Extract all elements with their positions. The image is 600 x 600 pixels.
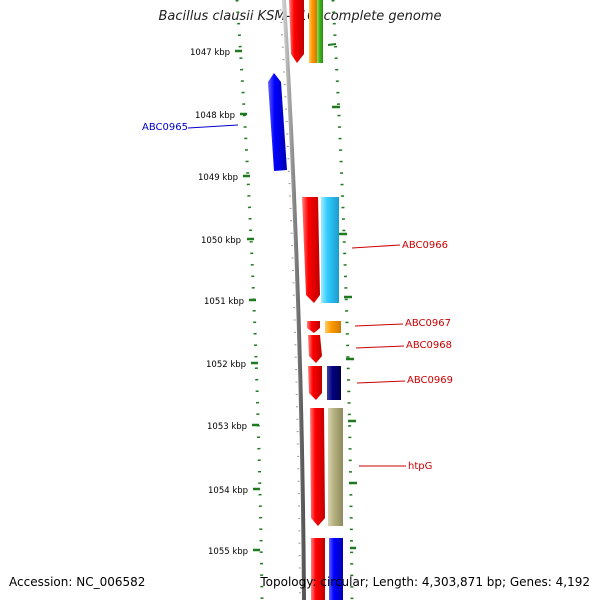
gene-label-abc0968[interactable]: ABC0968	[355, 340, 452, 351]
kbp-tick-dashes	[235, 49, 260, 552]
cds-forward-top	[289, 0, 304, 63]
gene-label-text: htpG	[408, 461, 432, 472]
cog-abc0966	[321, 197, 339, 303]
cds-abc0967	[307, 321, 320, 333]
gene-label-text: ABC0966	[402, 240, 448, 251]
topology-label: Topology: circular; Length: 4,303,871 bp…	[260, 575, 590, 589]
gene-label-abc0966[interactable]: ABC0966	[351, 240, 448, 251]
accession-label: Accession: NC_006582	[9, 575, 146, 589]
kbp-label: 1053 kbp	[207, 422, 247, 432]
gc-dot-track-right	[331, 0, 354, 600]
cog-htpg	[328, 408, 343, 526]
cds-abc0966	[302, 197, 320, 303]
gene-label-abc0965[interactable]: ABC0965	[142, 122, 239, 133]
kbp-label: 1050 kbp	[201, 236, 241, 246]
cog-abc0967	[325, 321, 341, 333]
cds-abc0965	[268, 73, 287, 171]
cds-abc0969	[308, 366, 322, 400]
tick-marks	[279, 9, 301, 594]
cds-abc0968	[308, 335, 322, 363]
cog-bottom-blue	[329, 538, 343, 600]
genome-backbone	[282, 0, 306, 600]
kbp-label: 1051 kbp	[204, 297, 244, 307]
cog-top-orange	[309, 0, 317, 63]
gene-label-text: ABC0968	[406, 340, 452, 351]
gene-label-text: ABC0965	[142, 122, 188, 133]
kbp-labels: 1047 kbp 1048 kbp 1049 kbp 1050 kbp 1051…	[190, 48, 248, 557]
cds-htpg	[310, 408, 325, 526]
right-tick-dashes	[332, 105, 357, 550]
kbp-label: 1048 kbp	[195, 111, 235, 121]
cog-abc0969	[327, 366, 341, 400]
gene-label-abc0969[interactable]: ABC0969	[356, 375, 453, 386]
marker-dash	[327, 43, 337, 46]
kbp-label: 1054 kbp	[208, 486, 248, 496]
cds-forward-bottom	[311, 538, 325, 600]
gene-label-abc0967[interactable]: ABC0967	[354, 318, 451, 329]
cog-top-green	[317, 0, 323, 63]
kbp-label: 1049 kbp	[198, 173, 238, 183]
kbp-label: 1055 kbp	[208, 547, 248, 557]
gene-label-text: ABC0967	[405, 318, 451, 329]
kbp-label: 1052 kbp	[206, 360, 246, 370]
kbp-label: 1047 kbp	[190, 48, 230, 58]
gene-label-htpg[interactable]: htpG	[359, 461, 432, 472]
gene-label-text: ABC0969	[407, 375, 453, 386]
